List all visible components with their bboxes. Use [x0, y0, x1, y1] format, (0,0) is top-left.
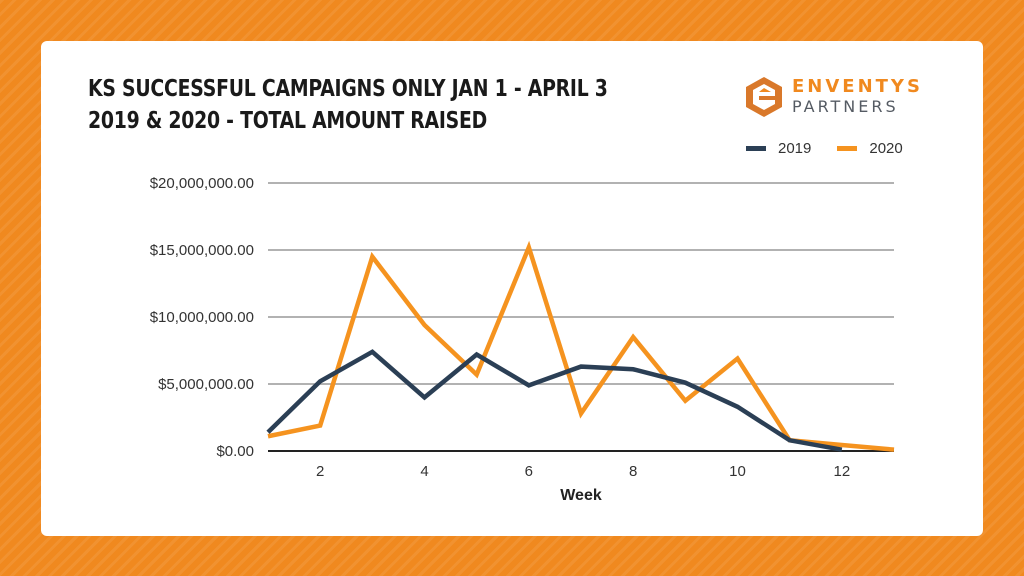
- legend-item-2020: 2020: [837, 140, 903, 157]
- chart-title: KS SUCCESSFUL CAMPAIGNS ONLY JAN 1 - APR…: [88, 73, 608, 137]
- x-tick-label: 8: [629, 463, 637, 480]
- title-line-2: 2019 & 2020 - TOTAL AMOUNT RAISED: [88, 108, 488, 134]
- x-tick-label: 4: [420, 463, 428, 480]
- y-tick-label: $5,000,000.00: [158, 376, 254, 393]
- title-line-1: KS SUCCESSFUL CAMPAIGNS ONLY JAN 1 - APR…: [88, 76, 608, 102]
- legend-swatch-2019: [746, 146, 766, 151]
- y-tick-label: $10,000,000.00: [150, 309, 254, 326]
- x-tick-label: 6: [525, 463, 533, 480]
- x-tick-label: 10: [729, 463, 746, 480]
- enventys-logo: ENVENTYS PARTNERS: [744, 75, 923, 119]
- y-tick-label: $20,000,000.00: [150, 175, 254, 192]
- x-tick-label: 12: [833, 463, 850, 480]
- x-axis-label: Week: [560, 487, 602, 504]
- y-tick-label: $15,000,000.00: [150, 242, 254, 259]
- y-tick-label: $0.00: [216, 443, 254, 460]
- legend-label-2019: 2019: [778, 140, 812, 157]
- legend-swatch-2020: [837, 146, 858, 151]
- x-tick-label: 2: [316, 463, 324, 480]
- legend: 2019 2020: [746, 140, 903, 157]
- legend-label-2020: 2020: [869, 140, 903, 157]
- series-line-2020: [267, 240, 895, 452]
- logo-hexagon-icon: [746, 77, 782, 117]
- legend-item-2019: 2019: [746, 140, 811, 157]
- series-line-2019: [266, 349, 843, 452]
- logo-text-partners: PARTNERS: [792, 97, 899, 116]
- logo-text-enventys: ENVENTYS: [792, 76, 923, 97]
